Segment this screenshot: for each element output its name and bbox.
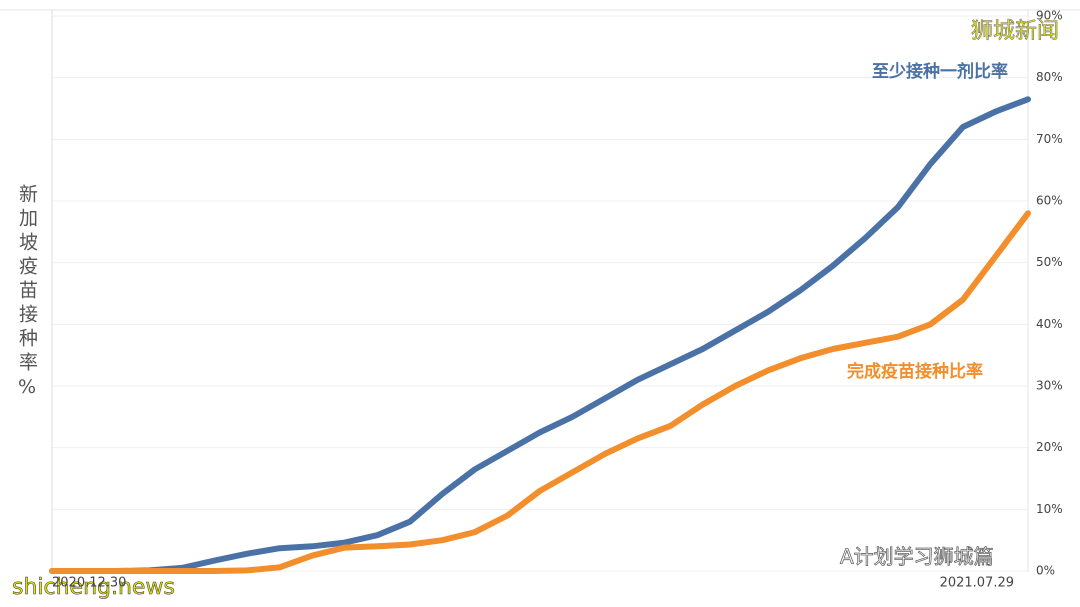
y-tick-label: 0% [1036,564,1055,578]
legend-label: 完成疫苗接种比率 [847,361,983,382]
y-tick-label: 60% [1036,194,1063,208]
watermark: 狮城新闻 [971,19,1059,44]
legend-label: 至少接种一剂比率 [872,61,1008,82]
y-tick-label: 10% [1036,502,1063,516]
y-tick-label: 80% [1036,70,1063,84]
series-line [49,96,1031,574]
x-tick-label: 2021.07.29 [940,576,1014,591]
y-tick-label: 20% [1036,440,1063,454]
y-tick-label: 90% [1036,9,1063,23]
watermark: A计划学习狮城篇 [840,545,994,569]
y-tick-label: 70% [1036,132,1063,146]
y-tick-label: 30% [1036,379,1063,393]
y-tick-label: 50% [1036,255,1063,269]
y-tick-label: 40% [1036,317,1063,331]
watermark: shicheng.news [12,575,175,600]
y-axis-title: 新加坡疫苗接种率% [16,184,38,403]
series-line [49,210,1031,574]
x-tick-label: 2020.12.30 [52,576,126,591]
